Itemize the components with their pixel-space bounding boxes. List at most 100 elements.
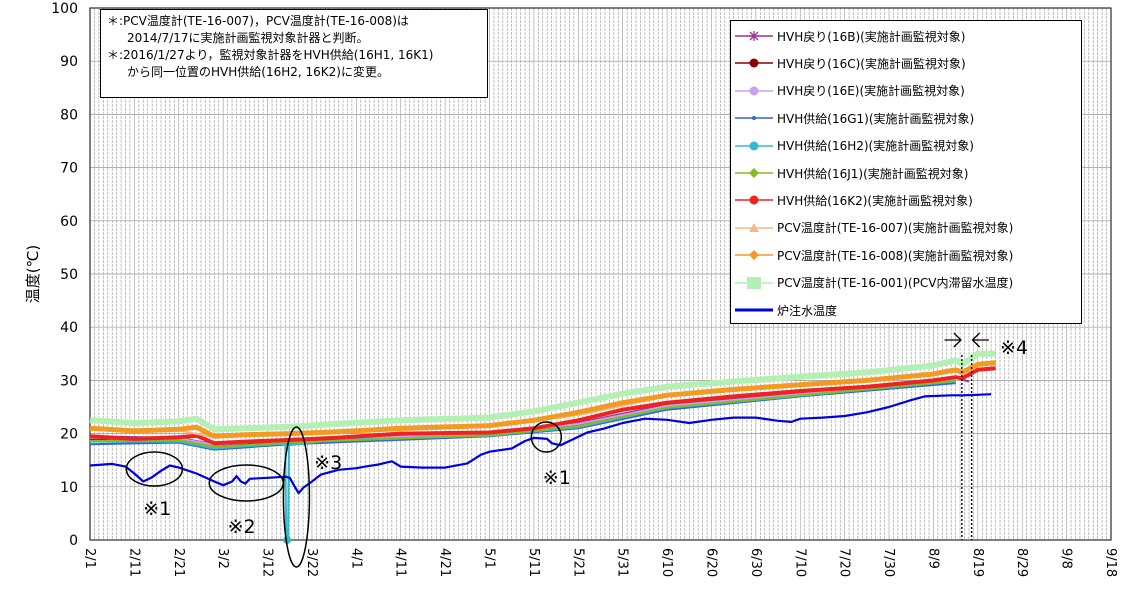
- legend-swatch: [735, 276, 773, 290]
- x-tick-label: 2/11: [126, 548, 141, 577]
- x-tick-label: 6/20: [703, 548, 718, 577]
- y-tick-label: 90: [60, 54, 78, 70]
- legend-label: 炉注水温度: [777, 303, 838, 318]
- legend-item: HVH供給(16H2)(実施計画監視対象): [735, 135, 974, 157]
- legend-label: PCV温度計(TE-16-001)(PCV内滞留水温度): [777, 276, 1014, 291]
- legend-item: HVH供給(16K2)(実施計画監視対象): [735, 189, 973, 211]
- x-tick-label: 8/29: [1014, 548, 1029, 577]
- series-line: [89, 366, 996, 446]
- x-tick-label: 6/10: [659, 548, 674, 577]
- legend-item: PCV温度計(TE-16-001)(PCV内滞留水温度): [735, 272, 1013, 294]
- annotation-text: ※2: [228, 516, 256, 538]
- x-tick-label: 7/10: [792, 548, 807, 577]
- legend-item: PCV温度計(TE-16-008)(実施計画監視対象): [735, 244, 1013, 266]
- legend-swatch-icon: [735, 168, 773, 178]
- x-tick-label: 9/18: [1103, 548, 1118, 577]
- x-tick-label: 7/20: [837, 548, 852, 577]
- series-point: [283, 536, 292, 544]
- annotation-text: ※1: [143, 498, 171, 520]
- legend-swatch-icon: [735, 250, 773, 261]
- y-tick-label: 60: [60, 214, 78, 230]
- x-tick-label: 7/30: [881, 548, 896, 577]
- x-tick-label: 4/1: [348, 548, 363, 569]
- legend-label: HVH供給(16J1)(実施計画監視対象): [777, 166, 969, 181]
- x-tick-label: 5/1: [482, 548, 497, 569]
- x-tick-label: 4/11: [393, 548, 408, 577]
- x-tick-label: 3/22: [304, 548, 319, 577]
- y-tick-label: 10: [60, 480, 78, 496]
- note-line-1: ＊:PCV温度計(TE-16-007)，PCV温度計(TE-16-008)は: [107, 14, 409, 28]
- legend-swatch: [735, 29, 773, 43]
- legend-label: HVH供給(16H2)(実施計画監視対象): [777, 139, 974, 154]
- annotation-text: ※4: [1000, 337, 1028, 359]
- legend-item: HVH供給(16J1)(実施計画監視対象): [735, 162, 968, 184]
- annotation-text: ※3: [314, 452, 342, 474]
- arrow-left: [971, 332, 989, 348]
- note-box: ＊:PCV温度計(TE-16-007)，PCV温度計(TE-16-008)は 2…: [100, 9, 488, 98]
- legend-swatch-icon: [735, 195, 773, 205]
- legend-swatch-icon: [735, 141, 773, 151]
- x-tick-label: 3/2: [215, 548, 230, 569]
- legend-item: HVH戻り(16B)(実施計画監視対象): [735, 25, 966, 47]
- legend-swatch: [735, 56, 773, 70]
- note-line-4: から同一位置のHVH供給(16H2, 16K2)に変更。: [127, 65, 389, 79]
- legend-swatch-icon: [735, 276, 773, 289]
- x-tick-label: 9/8: [1059, 548, 1074, 569]
- legend-item: HVH供給(16G1)(実施計画監視対象): [735, 107, 974, 129]
- legend-label: HVH戻り(16E)(実施計画監視対象): [777, 84, 965, 99]
- legend-swatch-icon: [735, 116, 773, 121]
- y-tick-label: 20: [60, 427, 78, 443]
- y-tick-label: 50: [60, 267, 78, 283]
- x-tick-label: 8/9: [925, 548, 940, 569]
- x-tick-label: 5/21: [570, 548, 585, 577]
- legend-swatch: [735, 111, 773, 125]
- legend-item: HVH戻り(16C)(実施計画監視対象): [735, 52, 966, 74]
- x-tick-label: 6/30: [748, 548, 763, 577]
- y-tick-label: 0: [69, 533, 78, 549]
- series-line: [89, 360, 996, 439]
- legend-label: HVH戻り(16B)(実施計画監視対象): [777, 29, 966, 44]
- legend-label: HVH供給(16G1)(実施計画監視対象): [777, 111, 975, 126]
- x-tick-label: 5/11: [526, 548, 541, 577]
- x-tick-label: 3/12: [260, 548, 275, 577]
- annotation-text: ※1: [543, 467, 571, 489]
- x-tick-label: 4/21: [437, 548, 452, 577]
- y-tick-label: 30: [60, 373, 78, 389]
- legend-label: HVH供給(16K2)(実施計画監視対象): [777, 193, 973, 208]
- legend-swatch: [735, 166, 773, 180]
- y-tick-label: 100: [51, 1, 78, 17]
- annotation-ellipse: [530, 421, 563, 453]
- x-tick-label: 2/21: [171, 548, 186, 577]
- series-line: [89, 393, 992, 495]
- note-line-2: 2014/7/17に実施計画監視対象計器と判断。: [127, 31, 369, 45]
- legend-swatch: [735, 193, 773, 207]
- series-line: [89, 379, 956, 448]
- annotation-ellipse: [125, 451, 184, 487]
- legend-swatch: [735, 248, 773, 262]
- legend-label: HVH戻り(16C)(実施計画監視対象): [777, 56, 966, 71]
- legend-swatch-icon: [735, 308, 773, 312]
- x-tick-label: 8/19: [970, 548, 985, 577]
- legend-swatch: [735, 303, 773, 317]
- legend-swatch-icon: [735, 222, 773, 232]
- legend-item: HVH戻り(16E)(実施計画監視対象): [735, 80, 965, 102]
- legend-swatch-icon: [735, 86, 773, 96]
- legend: HVH戻り(16B)(実施計画監視対象) HVH戻り(16C)(実施計画監視対象…: [730, 20, 1082, 324]
- plot-frame: [89, 7, 1112, 541]
- legend-swatch-icon: [735, 58, 773, 68]
- legend-item: 炉注水温度: [735, 299, 837, 321]
- y-tick-label: 80: [60, 107, 78, 123]
- legend-swatch: [735, 84, 773, 98]
- legend-label: PCV温度計(TE-16-008)(実施計画監視対象): [777, 248, 1014, 263]
- arrow-right: [944, 332, 962, 348]
- y-tick-label: 40: [60, 320, 78, 336]
- legend-swatch-icon: [735, 31, 773, 41]
- legend-swatch: [735, 139, 773, 153]
- y-tick-label: 70: [60, 161, 78, 177]
- annotation-ellipse: [282, 426, 311, 568]
- legend-item: PCV温度計(TE-16-007)(実施計画監視対象): [735, 217, 1013, 239]
- note-line-3: ＊:2016/1/27より，監視対象計器をHVH供給(16H1, 16K1): [107, 48, 434, 62]
- series-line: [89, 350, 996, 433]
- legend-label: PCV温度計(TE-16-007)(実施計画監視対象): [777, 221, 1014, 236]
